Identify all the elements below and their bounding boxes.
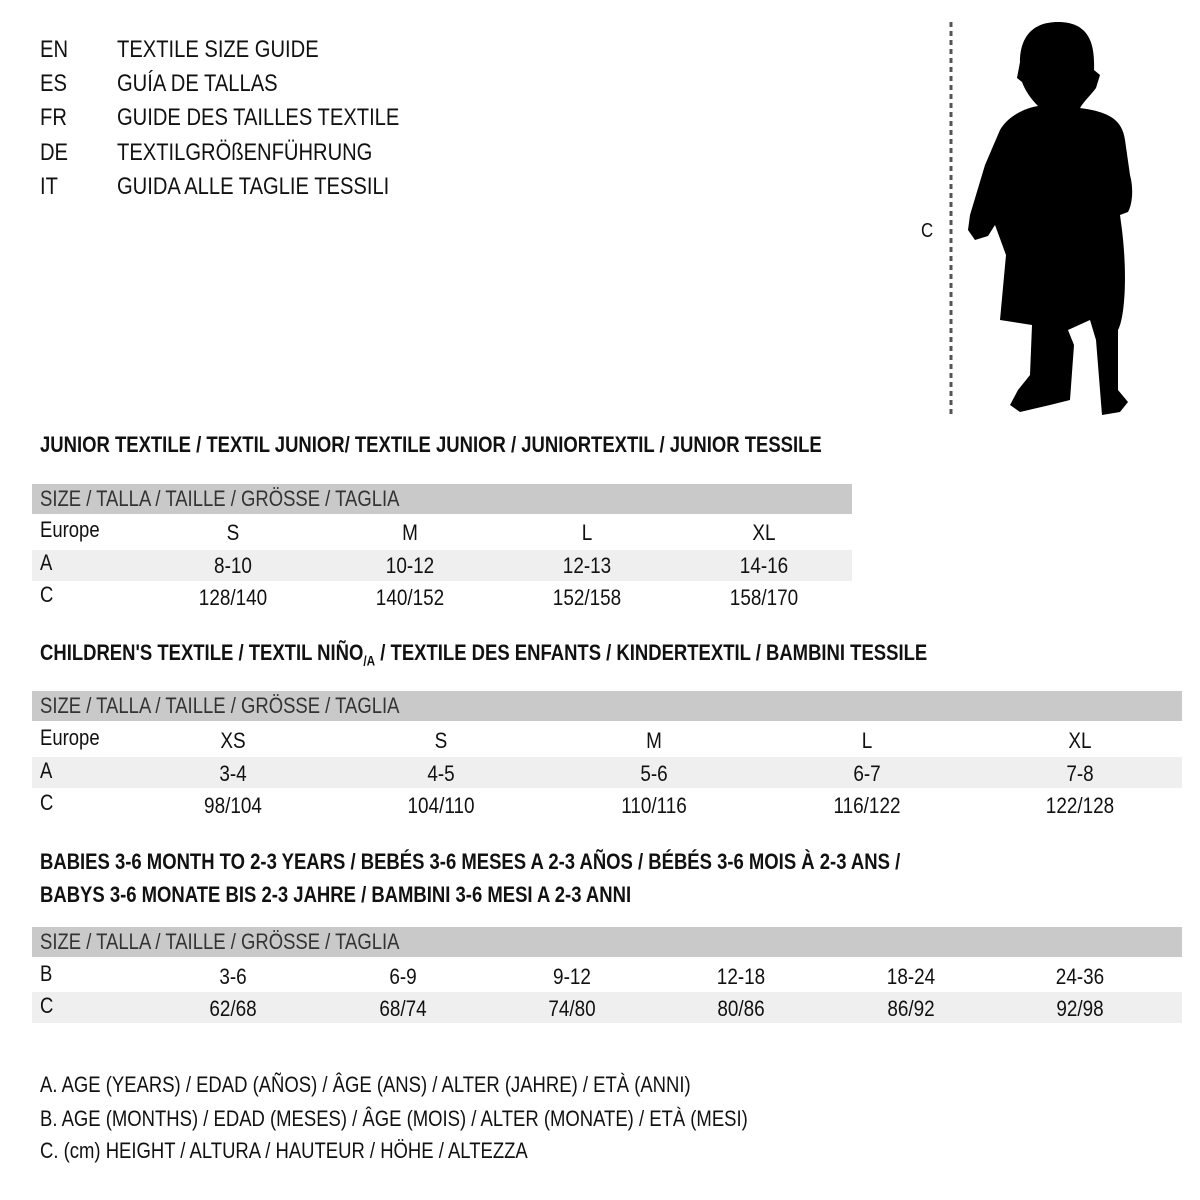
table-cell: XS bbox=[220, 728, 246, 753]
lang-code: FR bbox=[40, 104, 67, 131]
alt-row-bg bbox=[32, 550, 852, 581]
lang-title: GUIDE DES TAILLES TEXTILE bbox=[117, 104, 400, 131]
height-measure-label: C bbox=[921, 220, 934, 242]
lang-code: DE bbox=[40, 139, 69, 166]
alt-row-bg bbox=[32, 992, 1182, 1023]
table-cell: 158/170 bbox=[729, 585, 799, 610]
section-title: BABYS 3-6 MONATE BIS 2-3 JAHRE / BAMBINI… bbox=[40, 882, 632, 907]
table-cell: 140/152 bbox=[375, 585, 445, 610]
table-cell: 6-9 bbox=[389, 964, 417, 989]
legend-item: C. (cm) HEIGHT / ALTURA / HAUTEUR / HÖHE… bbox=[40, 1138, 528, 1163]
size-header: SIZE / TALLA / TAILLE / GRÖSSE / TAGLIA bbox=[40, 693, 400, 718]
lang-code: EN bbox=[40, 36, 69, 63]
table-cell: 18-24 bbox=[886, 964, 936, 989]
table-cell: 3-6 bbox=[219, 964, 247, 989]
table-cell: 9-12 bbox=[553, 964, 591, 989]
row-label: A bbox=[40, 758, 53, 783]
table-cell: M bbox=[402, 520, 418, 545]
row-label: C bbox=[40, 790, 54, 815]
lang-code: ES bbox=[40, 70, 67, 97]
row-label: Europe bbox=[40, 725, 100, 750]
table-cell: 74/80 bbox=[548, 996, 596, 1021]
legend-item: A. AGE (YEARS) / EDAD (AÑOS) / ÂGE (ANS)… bbox=[40, 1072, 691, 1097]
child-silhouette-icon bbox=[949, 22, 1133, 415]
table-cell: 128/140 bbox=[198, 585, 268, 610]
table-cell: S bbox=[434, 728, 448, 753]
lang-title: GUÍA DE TALLAS bbox=[117, 70, 278, 97]
lang-title: TEXTILGRÖßENFÜHRUNG bbox=[117, 139, 373, 166]
table-cell: M bbox=[646, 728, 662, 753]
table-cell: 116/122 bbox=[833, 793, 901, 818]
title-text: / TEXTILE DES ENFANTS / KINDERTEXTIL / B… bbox=[375, 640, 928, 665]
table-cell: L bbox=[861, 728, 873, 753]
table-cell: 3-4 bbox=[219, 761, 247, 786]
row-label: Europe bbox=[40, 517, 100, 542]
section-title: JUNIOR TEXTILE / TEXTIL JUNIOR/ TEXTILE … bbox=[40, 432, 822, 457]
size-header: SIZE / TALLA / TAILLE / GRÖSSE / TAGLIA bbox=[40, 486, 400, 511]
table-cell: 6-7 bbox=[853, 761, 881, 786]
table-cell: 68/74 bbox=[379, 996, 427, 1021]
table-cell: 12-13 bbox=[562, 553, 612, 578]
table-cell: XL bbox=[1068, 728, 1092, 753]
row-label: C bbox=[40, 993, 54, 1018]
title-text: CHILDREN'S TEXTILE / TEXTIL NIÑO bbox=[40, 640, 364, 665]
table-cell: S bbox=[226, 520, 240, 545]
section-title: CHILDREN'S TEXTILE / TEXTIL NIÑO/A / TEX… bbox=[40, 639, 927, 674]
size-header: SIZE / TALLA / TAILLE / GRÖSSE / TAGLIA bbox=[40, 929, 400, 954]
table-cell: 4-5 bbox=[427, 761, 455, 786]
size-header-bar bbox=[32, 484, 852, 514]
size-header-bar bbox=[32, 691, 1182, 721]
table-cell: 62/68 bbox=[209, 996, 257, 1021]
row-label: C bbox=[40, 582, 54, 607]
table-cell: 10-12 bbox=[385, 553, 435, 578]
table-cell: 104/110 bbox=[407, 793, 475, 818]
table-cell: 12-18 bbox=[716, 964, 766, 989]
lang-title: TEXTILE SIZE GUIDE bbox=[117, 36, 319, 63]
table-cell: 152/158 bbox=[552, 585, 622, 610]
lang-code: IT bbox=[40, 173, 58, 200]
section-title: BABIES 3-6 MONTH TO 2-3 YEARS / BEBÉS 3-… bbox=[40, 849, 901, 874]
table-cell: 122/128 bbox=[1045, 793, 1115, 818]
table-cell: 98/104 bbox=[204, 793, 262, 818]
table-cell: 86/92 bbox=[887, 996, 935, 1021]
row-label: A bbox=[40, 550, 53, 575]
table-cell: L bbox=[581, 520, 593, 545]
table-cell: 14-16 bbox=[739, 553, 789, 578]
size-header-bar bbox=[32, 927, 1182, 957]
row-label: B bbox=[40, 961, 53, 986]
table-cell: 24-36 bbox=[1055, 964, 1105, 989]
lang-title: GUIDA ALLE TAGLIE TESSILI bbox=[117, 173, 390, 200]
table-cell: 8-10 bbox=[214, 553, 252, 578]
table-cell: 80/86 bbox=[717, 996, 765, 1021]
table-cell: 7-8 bbox=[1066, 761, 1094, 786]
title-subscript: /A bbox=[363, 652, 376, 669]
alt-row-bg bbox=[32, 757, 1182, 788]
legend-item: B. AGE (MONTHS) / EDAD (MESES) / ÂGE (MO… bbox=[40, 1106, 748, 1131]
table-cell: 110/116 bbox=[621, 793, 687, 818]
table-cell: XL bbox=[752, 520, 776, 545]
table-cell: 92/98 bbox=[1056, 996, 1104, 1021]
table-cell: 5-6 bbox=[640, 761, 668, 786]
